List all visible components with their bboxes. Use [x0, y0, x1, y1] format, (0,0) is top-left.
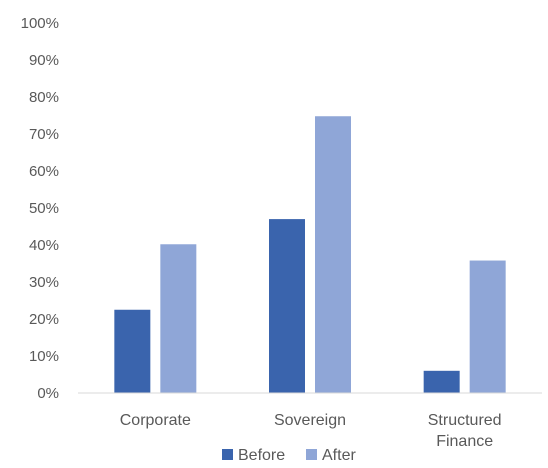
y-tick-label: 60%	[29, 163, 59, 180]
bar-before	[269, 219, 305, 393]
legend-swatch-before	[222, 449, 233, 460]
legend-label-after: After	[322, 447, 356, 464]
x-tick-label: Sovereign	[274, 412, 346, 429]
y-tick-label: 80%	[29, 89, 59, 106]
y-tick-label: 30%	[29, 274, 59, 291]
bar-after	[160, 244, 197, 393]
y-axis: 0% 10% 20% 30% 40% 50% 60% 70% 80% 90% 100%	[21, 15, 59, 402]
bar-after	[315, 116, 351, 394]
y-tick-label: 20%	[29, 311, 59, 328]
x-tick-label: Structured Finance	[428, 412, 502, 450]
x-tick-label: Corporate	[120, 412, 191, 429]
bar-after	[469, 260, 506, 393]
bar-before	[114, 309, 151, 393]
y-tick-label: 0%	[37, 385, 59, 402]
y-tick-label: 90%	[29, 52, 59, 69]
legend-label-before: Before	[238, 447, 285, 464]
y-tick-label: 50%	[29, 200, 59, 217]
legend: Before After	[222, 447, 356, 464]
y-tick-label: 70%	[29, 126, 59, 143]
legend-swatch-after	[306, 449, 317, 460]
x-axis: Corporate Sovereign Structured Finance	[120, 412, 502, 450]
y-tick-label: 100%	[21, 15, 59, 32]
bar-before	[423, 370, 460, 393]
bars	[114, 116, 506, 394]
y-tick-label: 40%	[29, 237, 59, 254]
y-tick-label: 10%	[29, 348, 59, 365]
